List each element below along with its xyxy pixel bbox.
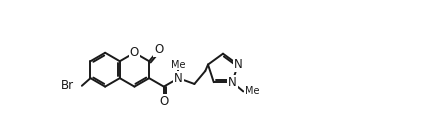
Text: Me: Me xyxy=(171,60,186,70)
Text: Me: Me xyxy=(245,86,259,96)
Text: O: O xyxy=(159,95,168,108)
Text: N: N xyxy=(228,76,237,89)
Text: O: O xyxy=(130,46,139,59)
Text: N: N xyxy=(174,72,183,85)
Text: Br: Br xyxy=(61,79,74,92)
Text: N: N xyxy=(234,58,242,71)
Text: O: O xyxy=(154,43,163,56)
